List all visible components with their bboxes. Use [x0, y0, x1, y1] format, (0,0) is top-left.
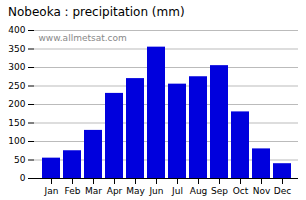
- svg-text:0: 0: [20, 173, 26, 183]
- svg-text:300: 300: [8, 62, 25, 72]
- svg-text:Dec: Dec: [274, 186, 291, 196]
- svg-text:350: 350: [8, 44, 25, 54]
- svg-text:www.allmetsat.com: www.allmetsat.com: [39, 33, 127, 43]
- svg-text:200: 200: [8, 99, 25, 109]
- svg-text:Feb: Feb: [65, 186, 81, 196]
- svg-text:Nov: Nov: [253, 186, 271, 196]
- svg-text:Aug: Aug: [190, 186, 208, 196]
- svg-text:50: 50: [14, 155, 26, 165]
- svg-text:Jun: Jun: [148, 186, 163, 196]
- svg-text:May: May: [126, 186, 145, 196]
- svg-text:Jan: Jan: [44, 186, 59, 196]
- html-text:Nobeoka : precipitation (mm): Nobeoka : precipitation (mm): [8, 5, 185, 19]
- svg-text:Mar: Mar: [85, 186, 102, 196]
- svg-text:Oct: Oct: [233, 186, 249, 196]
- svg-text:Jul: Jul: [171, 186, 183, 196]
- svg-text:Sep: Sep: [211, 186, 228, 196]
- svg-text:Apr: Apr: [107, 186, 123, 196]
- svg-text:150: 150: [8, 118, 25, 128]
- svg-text:400: 400: [8, 25, 25, 35]
- svg-text:250: 250: [8, 81, 25, 91]
- svg-text:100: 100: [8, 136, 25, 146]
